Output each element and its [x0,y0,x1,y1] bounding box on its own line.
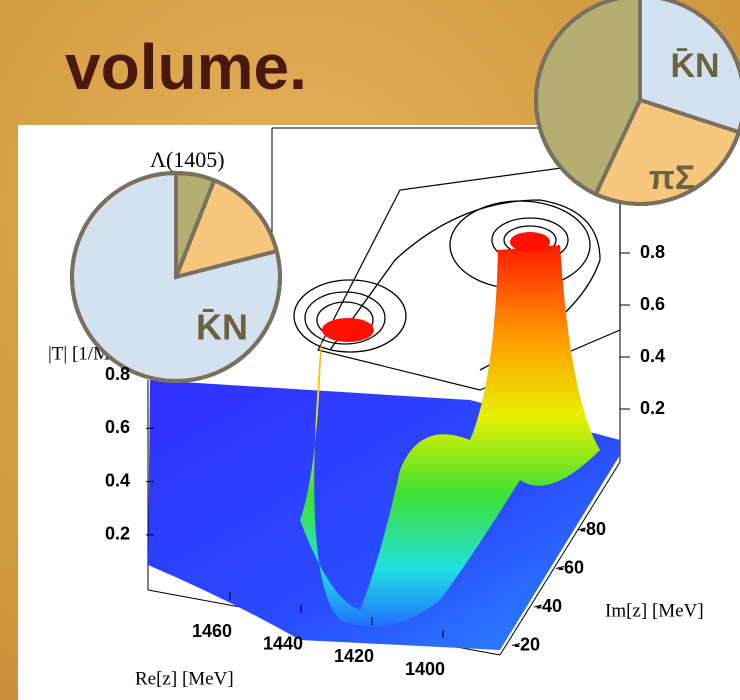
x-axis-label: Re[z] [MeV] [135,668,234,689]
pie-outline [534,0,740,206]
y-tick-label: -40 [536,596,562,616]
x-tick-label: 1440 [263,633,303,653]
contour-plane [317,159,621,391]
box-edge [499,461,621,656]
z-tick-label: 0.4 [105,470,130,490]
y-tick [511,643,521,646]
x-tick-label: 1420 [334,646,374,666]
pie-label: K̄N [670,47,719,85]
y-tick-label: -60 [558,557,584,577]
pie-title: Λ(1405) [150,147,225,172]
y-tick-label: -80 [580,519,606,539]
pie-outline [70,171,282,383]
y-tick [533,604,543,608]
x-tick-label: 1400 [405,659,445,679]
z-tick-label: 0.2 [640,398,665,418]
y-tick [577,527,587,531]
surface-plot [146,127,630,656]
z-tick-label: 0.4 [640,346,665,366]
z-tick-label: 0.8 [105,364,130,384]
slide-title: volume. [65,31,307,103]
y-axis-label: Im[z] [MeV] [605,600,704,621]
z-tick-label: 0.8 [640,242,665,262]
z-tick-label: 0.2 [105,524,130,544]
surface-peaks [300,245,600,627]
peak-cap [322,318,374,342]
peak-cap [510,232,550,252]
y-tick-label: -20 [514,634,540,654]
pie-label: K̄N [196,307,248,348]
z-tick-label: 0.6 [640,294,665,314]
y-tick [555,566,565,569]
x-tick-label: 1460 [192,621,232,641]
z-tick-label: 0.6 [105,417,130,437]
